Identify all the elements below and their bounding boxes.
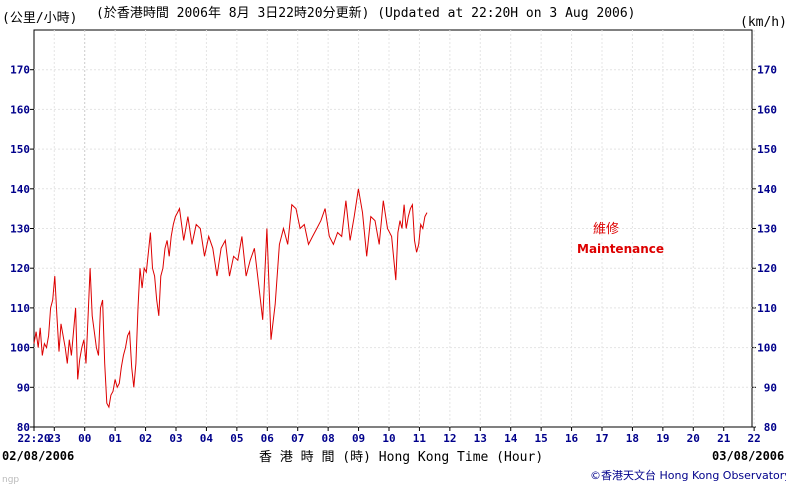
y-tick-label: 170 bbox=[10, 64, 30, 77]
x-tick-label: 22:20 bbox=[17, 432, 50, 445]
title: (於香港時間 2006年 8月 3日22時20分更新) (Updated at … bbox=[96, 5, 636, 21]
x-tick-label: 15 bbox=[535, 432, 548, 445]
x-axis-label: 香 港 時 間 (時) Hong Kong Time (Hour) bbox=[259, 450, 543, 465]
x-tick-label: 06 bbox=[261, 432, 275, 445]
start-date: 02/08/2006 bbox=[2, 449, 74, 463]
y-tick-label: 90 bbox=[17, 381, 30, 394]
x-tick-label: 07 bbox=[291, 432, 304, 445]
credit: ©香港天文台 Hong Kong Observatory bbox=[590, 468, 786, 482]
y-tick-label: 110 bbox=[10, 302, 30, 315]
y-tick-label: 100 bbox=[10, 342, 30, 355]
y-tick-label: 80 bbox=[764, 421, 777, 434]
y-tick-label: 160 bbox=[757, 103, 777, 116]
plot-area bbox=[33, 29, 753, 428]
x-tick-label: 23 bbox=[48, 432, 61, 445]
x-tick-label: 10 bbox=[382, 432, 395, 445]
y-tick-label: 120 bbox=[10, 262, 30, 275]
x-tick-label: 18 bbox=[626, 432, 639, 445]
x-tick-label: 17 bbox=[595, 432, 608, 445]
y-axis-unit-right: (km/h) bbox=[740, 15, 786, 30]
y-tick-label: 160 bbox=[10, 103, 30, 116]
x-tick-label: 04 bbox=[200, 432, 214, 445]
x-tick-label: 02 bbox=[139, 432, 152, 445]
y-tick-label: 80 bbox=[17, 421, 30, 434]
y-tick-label: 130 bbox=[757, 223, 777, 236]
y-tick-label: 120 bbox=[757, 262, 777, 275]
x-tick-label: 08 bbox=[322, 432, 335, 445]
y-tick-label: 100 bbox=[757, 342, 777, 355]
x-tick-label: 13 bbox=[474, 432, 487, 445]
series-lines bbox=[33, 188, 428, 409]
end-date: 03/08/2006 bbox=[712, 449, 784, 463]
x-tick-label: 09 bbox=[352, 432, 365, 445]
y-tick-labels-right: 80 90 100 110 120 130 140 150 160 170 bbox=[757, 64, 777, 434]
y-tick-label: 110 bbox=[757, 302, 777, 315]
x-tick-label: 03 bbox=[169, 432, 182, 445]
y-tick-label: 130 bbox=[10, 223, 30, 236]
watermark: ngp bbox=[2, 475, 19, 484]
x-tick-label: 19 bbox=[656, 432, 669, 445]
y-tick-label: 150 bbox=[757, 143, 777, 156]
x-tick-label: 01 bbox=[109, 432, 123, 445]
x-tick-label: 22 bbox=[748, 432, 761, 445]
y-tick-labels-left: 80 90 100 110 120 130 140 150 160 170 bbox=[10, 64, 30, 434]
annotation-zh: 維修 bbox=[593, 222, 619, 237]
x-tick-label: 20 bbox=[687, 432, 700, 445]
y-axis-unit-left: (公里/小時) bbox=[2, 11, 77, 26]
x-tick-label: 05 bbox=[230, 432, 243, 445]
y-tick-label: 90 bbox=[764, 381, 777, 394]
x-tick-label: 21 bbox=[717, 432, 731, 445]
x-tick-label: 00 bbox=[78, 432, 91, 445]
y-tick-label: 150 bbox=[10, 143, 30, 156]
y-tick-label: 170 bbox=[757, 64, 777, 77]
y-tick-label: 140 bbox=[757, 183, 777, 196]
x-tick-label: 16 bbox=[565, 432, 579, 445]
annotation-en: Maintenance bbox=[577, 242, 664, 256]
x-tick-label: 11 bbox=[413, 432, 427, 445]
series-line bbox=[33, 188, 428, 409]
x-tick-label: 14 bbox=[504, 432, 518, 445]
y-tick-label: 140 bbox=[10, 183, 30, 196]
grid bbox=[30, 30, 756, 431]
x-tick-label: 12 bbox=[443, 432, 456, 445]
